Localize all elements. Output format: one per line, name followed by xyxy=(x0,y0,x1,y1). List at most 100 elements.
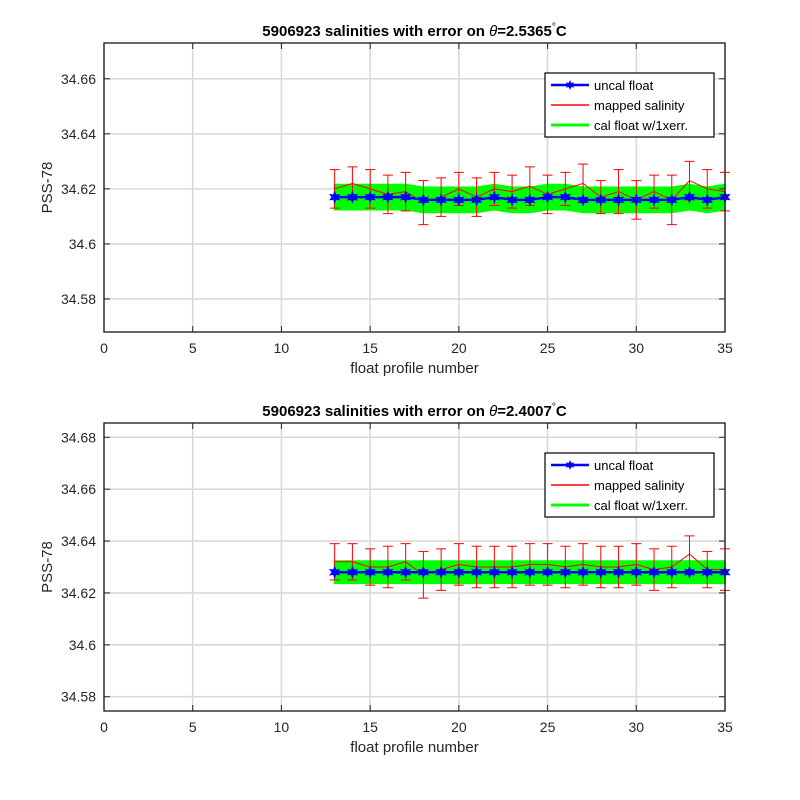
uncal-float-marker xyxy=(417,193,430,207)
uncal-float-marker xyxy=(541,190,554,204)
chart-title-unit: C xyxy=(556,403,567,420)
uncal-float-marker xyxy=(364,190,376,204)
legend-label: uncal float xyxy=(594,78,654,93)
y-tick-label: 34.62 xyxy=(61,585,96,601)
uncal-float-marker xyxy=(524,193,536,207)
y-tick-label: 34.64 xyxy=(61,533,96,549)
uncal-float-marker xyxy=(559,565,572,579)
y-tick-label: 34.68 xyxy=(61,429,96,445)
chart-title-theta: θ xyxy=(489,403,497,420)
legend-item-uncal-float: uncal float xyxy=(551,78,654,93)
y-tick-label: 34.6 xyxy=(69,236,96,252)
x-tick-label: 10 xyxy=(274,340,290,356)
uncal-float-marker xyxy=(382,190,394,204)
uncal-float-marker xyxy=(364,565,376,579)
y-axis-label: PSS-78 xyxy=(39,541,56,593)
uncal-float-marker xyxy=(506,193,518,207)
chart-panel-1: 0 5 10 15 20 25 30 35 34.58 34.6 34.62 34.64 34.66 fl… xyxy=(39,22,733,377)
uncal-float-marker xyxy=(470,193,483,207)
x-tick-label: 35 xyxy=(717,340,733,356)
legend-label: cal float w/1xerr. xyxy=(594,118,688,133)
uncal-float-marker xyxy=(435,565,447,579)
y-axis-label: PSS-78 xyxy=(39,162,56,214)
uncal-float-marker xyxy=(648,565,660,579)
axes-box xyxy=(103,422,726,712)
axes-box xyxy=(103,42,726,333)
uncal-float-marker xyxy=(648,193,660,207)
uncal-float-marker xyxy=(328,565,341,579)
uncal-float-marker xyxy=(612,565,625,579)
mapped-salinity-line xyxy=(334,553,725,576)
y-tick-label: 34.58 xyxy=(61,689,96,705)
chart-title-value: =2.4007 xyxy=(497,403,552,420)
chart-title-prefix: 5906923 salinities with error on xyxy=(262,23,489,40)
legend-label: mapped salinity xyxy=(594,98,685,113)
mapped-salinity-line xyxy=(334,179,726,204)
uncal-float-marker xyxy=(399,190,412,204)
chart-title-degree: ° xyxy=(552,22,556,33)
uncal-float-marker xyxy=(328,190,341,204)
uncal-float-marker xyxy=(453,565,465,579)
uncal-float-marker xyxy=(417,565,430,579)
uncal-float-marker xyxy=(595,565,607,579)
uncal-float-marker xyxy=(346,565,359,579)
uncal-float-marker xyxy=(701,193,713,207)
y-tick-label: 34.66 xyxy=(61,71,96,87)
x-tick-label: 0 xyxy=(100,340,108,356)
legend-item-mapped-salinity: mapped salinity xyxy=(551,478,685,493)
x-tick-label: 20 xyxy=(451,340,467,356)
uncal-float-marker xyxy=(701,565,713,579)
y-tick-label: 34.6 xyxy=(69,637,96,653)
uncal-float-marker xyxy=(453,193,465,207)
uncal-float-marker xyxy=(666,565,678,579)
uncal-float-marker xyxy=(612,193,625,207)
y-tick-label: 34.66 xyxy=(61,481,96,497)
legend-item-cal-float: cal float w/1xerr. xyxy=(551,498,688,513)
legend-star-marker xyxy=(565,80,575,90)
chart-title: 5906923 salinities with error on θ=2.536… xyxy=(262,22,567,40)
x-tick-label: 25 xyxy=(540,719,556,735)
uncal-float-marker xyxy=(488,190,501,204)
uncal-float-marker xyxy=(683,565,696,579)
x-tick-label: 0 xyxy=(100,719,108,735)
x-tick-label: 20 xyxy=(451,719,467,735)
x-tick-label: 5 xyxy=(189,719,197,735)
legend-item-mapped-salinity: mapped salinity xyxy=(551,98,685,113)
chart-title-degree: ° xyxy=(552,402,556,413)
x-tick-label: 30 xyxy=(628,340,644,356)
uncal-float-marker xyxy=(683,190,696,204)
uncal-float-marker xyxy=(595,193,607,207)
uncal-float-marker xyxy=(524,565,536,579)
chart-title-value: =2.5365 xyxy=(497,23,552,40)
legend-star-marker xyxy=(565,460,575,470)
x-tick-label: 5 xyxy=(189,340,197,356)
uncal-float-marker xyxy=(559,190,572,204)
legend: uncal float mapped salinity cal float w/1x… xyxy=(544,72,715,138)
uncal-float-marker xyxy=(541,565,554,579)
legend-label: cal float w/1xerr. xyxy=(594,498,688,513)
uncal-float-marker xyxy=(346,190,359,204)
x-tick-label: 35 xyxy=(717,719,733,735)
uncal-float-marker xyxy=(630,565,642,579)
chart-title-prefix: 5906923 salinities with error on xyxy=(262,403,489,420)
chart-panel-2: 0 5 10 15 20 25 30 35 34.58 34.6 34.62 34.64 34.66 34… xyxy=(39,402,733,756)
uncal-float-marker xyxy=(382,565,394,579)
legend-item-cal-float: cal float w/1xerr. xyxy=(551,118,688,133)
x-tick-label: 15 xyxy=(362,719,378,735)
x-tick-label: 15 xyxy=(362,340,378,356)
uncal-float-marker xyxy=(506,565,518,579)
uncal-float-marker xyxy=(470,565,483,579)
chart-title-theta: θ xyxy=(489,23,497,40)
x-tick-label: 25 xyxy=(540,340,556,356)
legend-label: mapped salinity xyxy=(594,478,685,493)
chart-title-unit: C xyxy=(556,23,567,40)
x-axis-label: float profile number xyxy=(350,360,478,377)
chart-title: 5906923 salinities with error on θ=2.400… xyxy=(262,402,567,420)
y-tick-label: 34.62 xyxy=(61,181,96,197)
y-tick-label: 34.64 xyxy=(61,126,96,142)
uncal-float-marker xyxy=(630,193,642,207)
x-tick-label: 30 xyxy=(628,719,644,735)
uncal-float-marker xyxy=(577,193,589,207)
uncal-float-marker xyxy=(435,193,447,207)
